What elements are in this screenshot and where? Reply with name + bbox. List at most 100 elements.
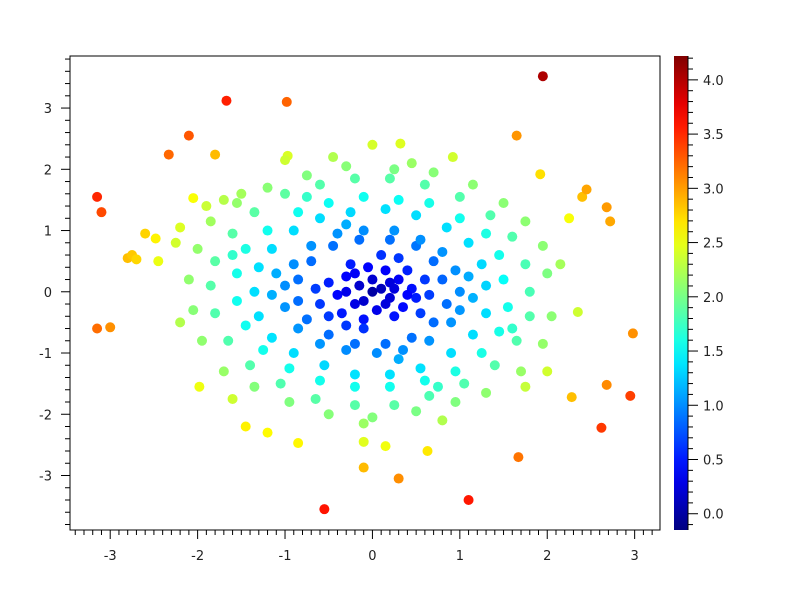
plot-area bbox=[69, 55, 661, 531]
scatter-point bbox=[596, 422, 607, 433]
scatter-point bbox=[205, 216, 216, 227]
scatter-point bbox=[406, 158, 417, 169]
scatter-point bbox=[507, 323, 518, 334]
scatter-point bbox=[231, 268, 242, 279]
colorbar-tick-label: 2.0 bbox=[703, 291, 724, 306]
scatter-point bbox=[354, 234, 365, 245]
scatter-point bbox=[577, 191, 588, 202]
scatter-point bbox=[175, 317, 186, 328]
colorbar bbox=[674, 56, 688, 530]
scatter-point bbox=[428, 317, 439, 328]
scatter-point bbox=[314, 375, 325, 386]
scatter-point bbox=[459, 378, 470, 389]
colorbar-tick-label: 3.0 bbox=[703, 182, 724, 197]
scatter-point bbox=[384, 234, 395, 245]
scatter-point bbox=[566, 392, 577, 403]
scatter-point bbox=[555, 259, 566, 270]
scatter-point bbox=[520, 216, 531, 227]
scatter-point bbox=[537, 240, 548, 251]
scatter-point bbox=[332, 228, 343, 239]
scatter-point bbox=[393, 274, 404, 285]
scatter-point bbox=[437, 246, 448, 257]
scatter-point bbox=[384, 369, 395, 380]
scatter-point bbox=[415, 308, 426, 319]
scatter-point bbox=[284, 397, 295, 408]
scatter-point bbox=[205, 280, 216, 291]
scatter-point bbox=[376, 250, 387, 261]
scatter-point bbox=[301, 191, 312, 202]
scatter-point bbox=[380, 338, 391, 349]
scatter-point bbox=[463, 271, 474, 282]
scatter-point bbox=[258, 344, 269, 355]
scatter-point bbox=[221, 95, 232, 106]
scatter-point bbox=[349, 369, 360, 380]
scatter-point bbox=[218, 366, 229, 377]
scatter-point bbox=[393, 354, 404, 365]
x-tick-label: 0 bbox=[368, 549, 376, 564]
scatter-point bbox=[314, 213, 325, 224]
scatter-point bbox=[494, 250, 505, 261]
scatter-point bbox=[467, 179, 478, 190]
scatter-point bbox=[188, 193, 199, 204]
y-tick-label: -2 bbox=[39, 408, 52, 423]
scatter-point bbox=[280, 302, 291, 313]
scatter-point bbox=[367, 286, 378, 297]
scatter-point bbox=[419, 274, 430, 285]
scatter-point bbox=[446, 317, 457, 328]
x-axis: -3 -2 -1 0 1 2 3 bbox=[74, 530, 653, 564]
scatter-point bbox=[358, 295, 369, 306]
scatter-point bbox=[507, 231, 518, 242]
scatter-point bbox=[323, 409, 334, 420]
scatter-point bbox=[231, 295, 242, 306]
scatter-point bbox=[323, 277, 334, 288]
scatter-point bbox=[371, 305, 382, 316]
scatter-point bbox=[380, 299, 391, 310]
scatter-point bbox=[398, 344, 409, 355]
scatter-point bbox=[288, 348, 299, 359]
scatter-point bbox=[227, 250, 238, 261]
scatter-point bbox=[175, 222, 186, 233]
scatter-point bbox=[498, 274, 509, 285]
scatter-point bbox=[249, 207, 260, 218]
scatter-point bbox=[306, 240, 317, 251]
scatter-point bbox=[389, 400, 400, 411]
colorbar-tick-label: 3.5 bbox=[703, 128, 724, 143]
scatter-point bbox=[314, 338, 325, 349]
scatter-point bbox=[402, 265, 413, 276]
scatter-point bbox=[341, 219, 352, 230]
scatter-point bbox=[341, 320, 352, 331]
scatter-point bbox=[266, 289, 277, 300]
scatter-point bbox=[194, 381, 205, 392]
scatter-point bbox=[183, 130, 194, 141]
scatter-point bbox=[323, 329, 334, 340]
scatter-point bbox=[231, 197, 242, 208]
scatter-point bbox=[415, 234, 426, 245]
scatter-point bbox=[358, 436, 369, 447]
scatter-point bbox=[275, 378, 286, 389]
scatter-point bbox=[546, 311, 557, 322]
scatter-point bbox=[354, 280, 365, 291]
scatter-point bbox=[450, 366, 461, 377]
scatter-point bbox=[498, 197, 509, 208]
scatter-point bbox=[398, 302, 409, 313]
scatter-point bbox=[336, 308, 347, 319]
scatter-point bbox=[140, 228, 151, 239]
scatter-point bbox=[542, 268, 553, 279]
scatter-point bbox=[572, 306, 583, 317]
scatter-point bbox=[310, 393, 321, 404]
scatter-point bbox=[170, 237, 181, 248]
scatter-point bbox=[380, 265, 391, 276]
scatter-point bbox=[441, 299, 452, 310]
scatter-point bbox=[262, 225, 273, 236]
scatter-point bbox=[513, 452, 524, 463]
scatter-point bbox=[481, 308, 492, 319]
scatter-point bbox=[389, 164, 400, 175]
y-axis: -3 -2 -1 0 1 2 3 bbox=[39, 58, 70, 525]
scatter-point bbox=[494, 326, 505, 337]
scatter-point bbox=[358, 225, 369, 236]
scatter-point bbox=[323, 311, 334, 322]
scatter-point bbox=[131, 254, 142, 265]
scatter-point bbox=[446, 348, 457, 359]
scatter-point bbox=[92, 191, 103, 202]
